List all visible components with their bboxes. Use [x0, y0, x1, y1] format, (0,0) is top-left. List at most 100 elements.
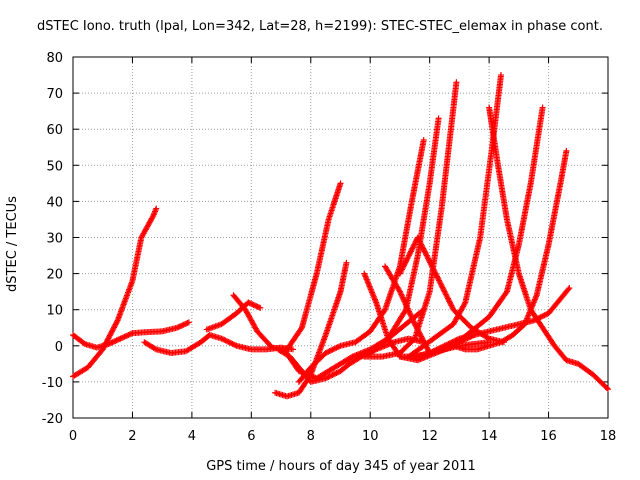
data-point	[449, 338, 456, 345]
data-point	[433, 271, 440, 278]
data-point	[333, 344, 340, 351]
data-point	[423, 251, 430, 258]
data-point	[289, 346, 296, 353]
data-point	[183, 320, 190, 327]
data-point	[429, 265, 436, 272]
data-point	[444, 341, 451, 348]
series-15	[405, 72, 504, 360]
data-point	[232, 342, 239, 349]
data-point	[566, 285, 573, 292]
data-point	[330, 371, 337, 378]
data-point	[407, 248, 414, 255]
data-point	[409, 245, 416, 252]
data-point	[541, 312, 548, 319]
data-point	[251, 302, 258, 309]
data-point	[446, 298, 453, 305]
data-point	[224, 338, 231, 345]
data-point	[419, 244, 426, 251]
data-point	[400, 263, 407, 270]
data-point	[565, 286, 572, 293]
data-point	[437, 280, 444, 287]
data-point	[436, 278, 443, 285]
data-point	[185, 319, 192, 326]
data-point	[441, 288, 448, 295]
data-point	[322, 350, 329, 357]
data-point	[322, 375, 329, 382]
data-point	[439, 284, 446, 291]
data-point	[246, 300, 253, 307]
data-point	[229, 340, 236, 347]
data-point	[397, 269, 404, 276]
x-tick-label: 4	[188, 429, 196, 444]
data-point	[108, 339, 115, 346]
data-point	[329, 372, 336, 379]
data-point	[440, 343, 447, 350]
data-point	[539, 104, 546, 111]
data-point	[425, 256, 432, 263]
data-point	[447, 301, 454, 308]
data-point	[426, 350, 433, 357]
data-point	[440, 285, 447, 292]
data-point	[428, 349, 435, 356]
data-point	[428, 262, 435, 269]
data-point	[230, 341, 237, 348]
data-point	[221, 336, 228, 343]
data-point	[219, 336, 226, 343]
x-tick-label: 8	[307, 429, 315, 444]
data-point	[405, 252, 412, 259]
data-point	[332, 370, 339, 377]
data-point	[177, 322, 184, 329]
x-tick-label: 10	[362, 429, 379, 444]
data-point	[448, 302, 455, 309]
data-point	[415, 235, 422, 242]
data-point	[334, 344, 341, 351]
data-point	[421, 248, 428, 255]
data-point	[80, 340, 87, 347]
chart-title: dSTEC Iono. truth (lpal, Lon=342, Lat=28…	[37, 19, 603, 34]
data-point	[116, 336, 123, 343]
data-point	[445, 340, 452, 347]
data-point	[449, 303, 456, 310]
data-point	[125, 331, 132, 338]
data-point	[418, 242, 425, 249]
data-point	[175, 324, 182, 331]
data-point	[409, 244, 416, 251]
data-point	[253, 303, 260, 310]
data-point	[176, 323, 183, 330]
data-point	[498, 72, 504, 79]
y-tick-labels: -20 -10 0 10 20 30 40 50 60 70 80	[42, 51, 63, 427]
data-point	[329, 346, 336, 353]
data-point	[503, 289, 510, 296]
data-point	[427, 260, 434, 267]
data-point	[399, 266, 406, 273]
data-point	[118, 334, 125, 341]
data-point	[398, 267, 405, 274]
data-point	[117, 335, 124, 342]
data-points	[70, 72, 611, 400]
y-tick-label: 10	[46, 304, 63, 319]
data-point	[297, 326, 304, 333]
data-point	[461, 300, 468, 307]
data-point	[433, 273, 440, 280]
data-point	[402, 308, 409, 315]
data-point	[437, 344, 444, 351]
data-point	[225, 338, 232, 345]
y-tick-label: -10	[42, 376, 63, 391]
data-point	[248, 300, 255, 307]
y-tick-label: 0	[55, 340, 63, 355]
data-point	[542, 311, 549, 318]
data-point	[153, 205, 160, 212]
data-point	[402, 259, 409, 266]
data-point	[174, 324, 181, 331]
x-tick-labels: 0 2 4 6 8 10 12 14 16 18	[69, 429, 616, 444]
data-point	[110, 338, 117, 345]
data-point	[106, 340, 113, 347]
data-point	[407, 249, 414, 256]
data-point	[431, 269, 438, 276]
data-point	[325, 373, 332, 380]
data-point	[255, 304, 262, 311]
data-point	[420, 137, 427, 144]
data-point	[181, 321, 188, 328]
data-point	[417, 240, 424, 247]
